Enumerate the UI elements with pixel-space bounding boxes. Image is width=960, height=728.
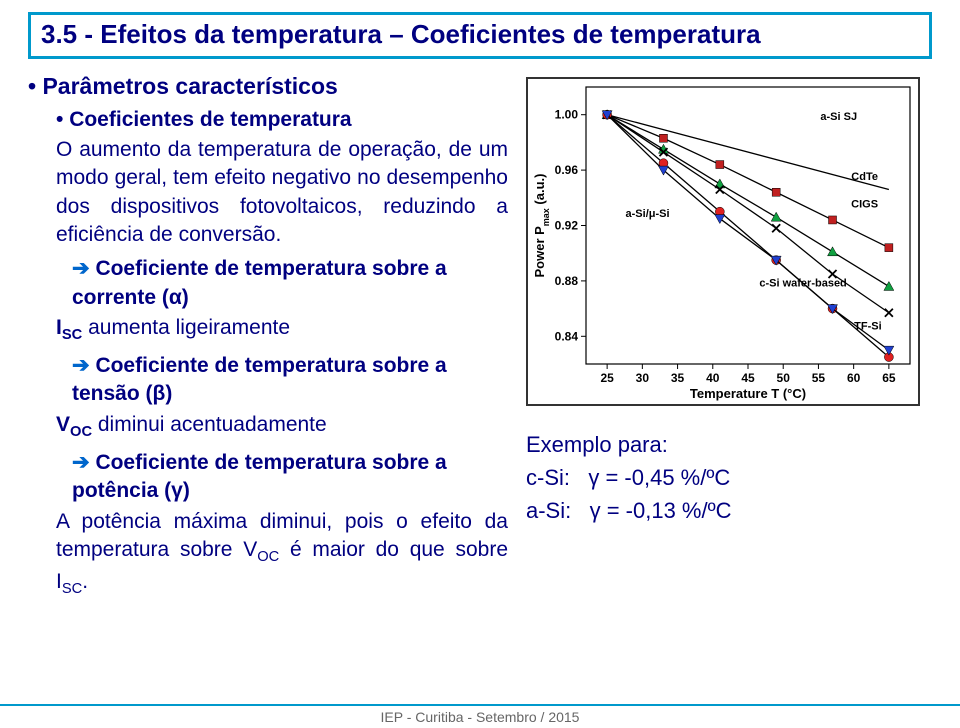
- var-isc-sc2: SC: [62, 581, 82, 597]
- var-voc-oc: OC: [70, 424, 92, 440]
- example-asi-val: γ = -0,13 %/ºC: [590, 498, 732, 523]
- arrow-item-gamma: Coeficiente de temperatura sobre a potên…: [72, 449, 508, 506]
- title-box: 3.5 - Efeitos da temperatura – Coeficien…: [28, 12, 932, 59]
- svg-text:Temperature T (°C): Temperature T (°C): [690, 386, 806, 401]
- svg-text:55: 55: [812, 371, 826, 385]
- bullet-level2: Coeficientes de temperatura: [56, 108, 508, 132]
- power-temp-chart: 25 30 35 40 45 50 55 60 65 0.84 0.88 0.92 0.96 1.00 Te…: [528, 79, 918, 404]
- svg-text:CIGS: CIGS: [851, 198, 878, 210]
- slide-title: 3.5 - Efeitos da temperatura – Coeficien…: [41, 19, 761, 49]
- bullet-level1: Parâmetros característicos: [28, 73, 508, 100]
- arrow-item-beta: Coeficiente de temperatura sobre a tensã…: [72, 352, 508, 409]
- example-block: Exemplo para: c-Si: γ = -0,45 %/ºC a-Si:…: [526, 428, 932, 527]
- example-line-csi: c-Si: γ = -0,45 %/ºC: [526, 461, 932, 494]
- svg-text:0.88: 0.88: [555, 274, 579, 288]
- svg-text:0.84: 0.84: [555, 329, 579, 343]
- svg-text:60: 60: [847, 371, 861, 385]
- svg-text:Power Pmax (a.u.): Power Pmax (a.u.): [532, 174, 551, 278]
- example-asi-label: a-Si:: [526, 498, 571, 523]
- svg-text:65: 65: [882, 371, 896, 385]
- svg-text:0.92: 0.92: [555, 219, 579, 233]
- sub-beta-text: diminui acentuadamente: [92, 413, 327, 436]
- svg-text:45: 45: [741, 371, 755, 385]
- slide-footer: IEP - Curitiba - Setembro / 2015: [0, 704, 960, 728]
- right-column: 25 30 35 40 45 50 55 60 65 0.84 0.88 0.92 0.96 1.00 Te…: [526, 69, 932, 606]
- var-isc-sc: SC: [62, 327, 82, 343]
- svg-text:35: 35: [671, 371, 685, 385]
- svg-text:50: 50: [777, 371, 791, 385]
- example-csi-label: c-Si:: [526, 465, 570, 490]
- svg-text:a-Si SJ: a-Si SJ: [820, 111, 857, 123]
- paragraph-intro: O aumento da temperatura de operação, de…: [56, 136, 508, 249]
- svg-text:1.00: 1.00: [555, 108, 579, 122]
- svg-text:TF-Si: TF-Si: [854, 320, 882, 332]
- svg-text:0.96: 0.96: [555, 163, 579, 177]
- example-csi-val: γ = -0,45 %/ºC: [588, 465, 730, 490]
- sub-alpha-text: aumenta ligeiramente: [82, 316, 290, 339]
- example-line-asi: a-Si: γ = -0,13 %/ºC: [526, 494, 932, 527]
- example-heading: Exemplo para:: [526, 428, 932, 461]
- sub-alpha: ISC aumenta ligeiramente: [56, 314, 508, 346]
- var-voc-oc2: OC: [257, 549, 279, 565]
- sub-beta: VOC diminui acentuadamente: [56, 411, 508, 443]
- content-row: Parâmetros característicos Coeficientes …: [28, 69, 932, 606]
- left-column: Parâmetros característicos Coeficientes …: [28, 69, 508, 606]
- svg-text:40: 40: [706, 371, 720, 385]
- var-voc-v: V: [56, 413, 70, 436]
- svg-text:30: 30: [636, 371, 650, 385]
- svg-text:a-Si/μ-Si: a-Si/μ-Si: [626, 208, 670, 220]
- arrow-item-alpha: Coeficiente de temperatura sobre a corre…: [72, 255, 508, 312]
- svg-text:25: 25: [600, 371, 614, 385]
- sub-gamma: A potência máxima diminui, pois o efeito…: [56, 508, 508, 600]
- sub-gamma-text3: .: [82, 570, 88, 593]
- chart-frame: 25 30 35 40 45 50 55 60 65 0.84 0.88 0.92 0.96 1.00 Te…: [526, 77, 920, 406]
- svg-text:CdTe: CdTe: [851, 171, 878, 183]
